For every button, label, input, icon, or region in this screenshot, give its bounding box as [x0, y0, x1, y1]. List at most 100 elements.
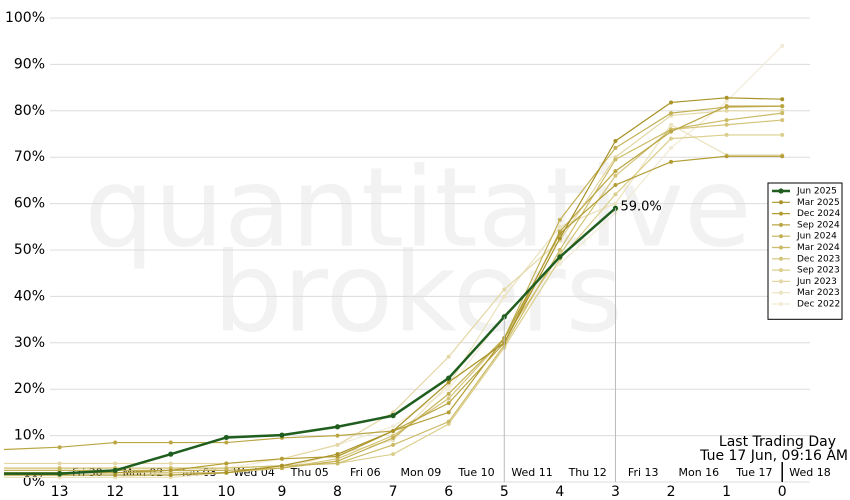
point [168, 468, 173, 473]
x-tick-label: 5 [500, 484, 509, 500]
point [613, 201, 618, 206]
x-tick-label: 6 [444, 484, 453, 500]
point [780, 104, 785, 109]
point [446, 410, 451, 415]
point [613, 192, 618, 197]
point [724, 118, 729, 123]
legend-label: Jun 2023 [796, 277, 837, 287]
day-label: Tue 10 [457, 466, 494, 479]
point [113, 461, 118, 466]
point [669, 122, 674, 127]
point [279, 463, 284, 468]
day-label: Wed 18 [789, 466, 830, 479]
legend-swatch [779, 279, 783, 284]
point [557, 254, 563, 260]
legend-swatch [779, 302, 783, 306]
point [613, 169, 618, 174]
legend-swatch [779, 211, 783, 216]
x-tick-label: 10 [217, 484, 235, 500]
point [557, 236, 562, 241]
point [56, 471, 63, 477]
point [446, 380, 451, 385]
annotation: Tue 17 Jun, 09:16 AM [699, 448, 848, 464]
point [446, 354, 451, 359]
point [446, 401, 451, 406]
y-tick-label: 20% [14, 381, 45, 397]
y-tick-label: 70% [14, 149, 45, 165]
y-tick-label: 40% [14, 288, 45, 304]
point [446, 391, 451, 396]
point [724, 154, 729, 159]
legend-label: Dec 2024 [797, 209, 840, 219]
point [279, 456, 284, 461]
legend-swatch [779, 234, 783, 239]
point [724, 104, 729, 109]
legend-swatch [779, 200, 783, 205]
point [780, 43, 785, 48]
y-tick-label: 60% [14, 196, 45, 212]
point [446, 419, 451, 424]
series-line [4, 207, 617, 475]
point [391, 435, 396, 440]
y-tick-label: 80% [14, 103, 45, 119]
point [168, 473, 173, 478]
annotation: Last Trading Day [719, 434, 836, 450]
x-tick-label: 9 [277, 484, 286, 500]
point [57, 461, 62, 466]
day-label: Mon 09 [401, 466, 442, 479]
point [113, 473, 118, 478]
x-tick-label: 11 [162, 484, 180, 500]
point [335, 433, 340, 438]
point [335, 459, 340, 464]
legend-label: Sep 2024 [797, 220, 840, 230]
y-tick-label: 100% [5, 10, 45, 26]
legend-label: Jun 2025 [796, 187, 837, 197]
point [669, 111, 674, 116]
point [669, 136, 674, 141]
value-label: 59.0% [620, 200, 661, 215]
point [334, 424, 341, 430]
point [446, 396, 451, 401]
point [613, 183, 618, 188]
point [557, 217, 562, 222]
point [724, 95, 729, 100]
x-tick-label: 8 [333, 484, 342, 500]
point [724, 122, 729, 127]
point [57, 445, 62, 450]
point [335, 452, 340, 457]
point [780, 118, 785, 123]
point [613, 173, 618, 178]
point [669, 129, 674, 134]
point [780, 97, 785, 102]
x-tick-label: 1 [722, 484, 731, 500]
point [780, 111, 785, 116]
point [724, 132, 729, 137]
point [780, 154, 785, 159]
legend-box [767, 182, 843, 320]
point [335, 442, 340, 447]
legend-label: Mar 2023 [797, 288, 840, 298]
point [724, 108, 729, 113]
y-tick-label: 0% [23, 474, 45, 490]
point [112, 467, 118, 473]
legend-swatch [779, 268, 783, 273]
legend-swatch [778, 188, 784, 194]
point [669, 145, 674, 150]
point [391, 442, 396, 447]
day-label: Mon 16 [678, 466, 719, 479]
y-tick-label: 50% [14, 242, 45, 258]
legend-label: Sep 2023 [797, 266, 840, 276]
point [391, 452, 396, 457]
point [168, 451, 174, 457]
point [502, 287, 507, 292]
point [390, 413, 396, 419]
point [613, 145, 618, 150]
point [224, 461, 229, 466]
point [224, 440, 229, 445]
point [168, 440, 173, 445]
point [168, 461, 173, 466]
x-tick-label: 2 [667, 484, 676, 500]
point [669, 100, 674, 105]
point [113, 440, 118, 445]
